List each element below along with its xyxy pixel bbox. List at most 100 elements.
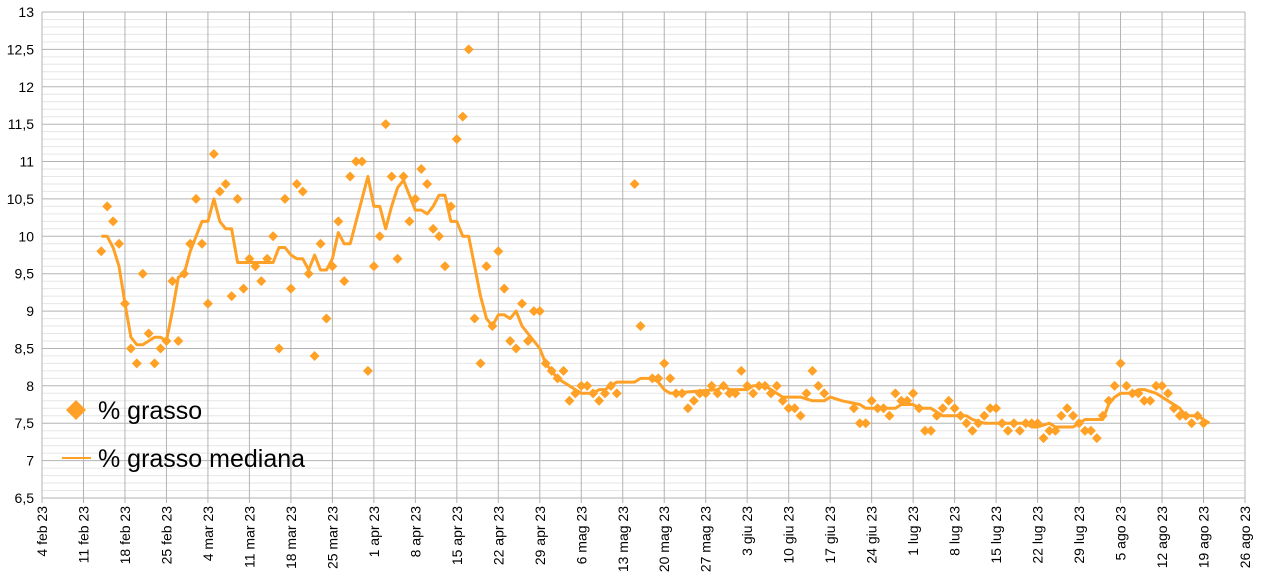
data-point-diamond	[665, 373, 676, 384]
data-point-diamond	[599, 388, 610, 399]
data-point-diamond	[647, 373, 658, 384]
x-tick-label: 8 lug 23	[947, 506, 963, 556]
data-point-diamond	[973, 418, 984, 429]
data-point-diamond	[937, 403, 948, 414]
legend: % grasso % grasso mediana	[62, 397, 305, 473]
data-point-diamond	[493, 246, 504, 257]
y-tick-label: 11	[19, 154, 34, 170]
data-point-diamond	[434, 231, 445, 242]
x-tick-label: 24 giu 23	[864, 506, 880, 564]
data-point-diamond	[777, 395, 788, 406]
data-point-diamond	[985, 403, 996, 414]
data-point-diamond	[274, 343, 285, 354]
data-point-diamond	[653, 373, 664, 384]
data-point-diamond	[357, 156, 368, 167]
x-tick-label: 19 ago 23	[1196, 506, 1212, 568]
data-point-diamond	[398, 171, 409, 182]
data-point-diamond	[576, 380, 587, 391]
data-point-diamond	[979, 410, 990, 421]
data-point-diamond	[315, 238, 326, 249]
data-point-diamond	[552, 373, 563, 384]
data-point-diamond	[1162, 388, 1173, 399]
data-point-diamond	[1026, 418, 1037, 429]
data-point-diamond	[131, 358, 142, 369]
data-point-diamond	[102, 201, 113, 212]
data-point-diamond	[208, 149, 219, 160]
x-tick-label: 1 lug 23	[905, 506, 921, 556]
data-point-diamond	[534, 306, 545, 317]
data-point-diamond	[546, 365, 557, 376]
data-point-diamond	[759, 380, 770, 391]
data-point-diamond	[143, 328, 154, 339]
data-point-diamond	[961, 418, 972, 429]
x-tick-label: 26 ago 23	[1237, 506, 1253, 568]
data-point-diamond	[114, 238, 125, 249]
x-tick-label: 29 apr 23	[532, 506, 548, 565]
data-point-diamond	[949, 403, 960, 414]
data-point-diamond	[801, 388, 812, 399]
data-point-diamond	[890, 388, 901, 399]
legend-diamond-icon	[66, 400, 86, 420]
x-tick-label: 18 feb 23	[117, 506, 133, 565]
y-tick-label: 12	[18, 79, 34, 95]
x-tick-label: 27 mag 23	[698, 506, 714, 572]
data-point-diamond	[1121, 380, 1132, 391]
grid	[41, 11, 1246, 503]
x-tick-label: 22 apr 23	[490, 506, 506, 565]
data-point-diamond	[730, 388, 741, 399]
data-point-diamond	[173, 335, 184, 346]
x-tick-label: 11 mar 23	[241, 506, 257, 568]
data-point-diamond	[250, 261, 261, 272]
data-point-diamond	[1174, 410, 1185, 421]
data-point-diamond	[765, 388, 776, 399]
data-point-diamond	[214, 186, 225, 197]
data-point-diamond	[1091, 433, 1102, 444]
data-point-diamond	[955, 410, 966, 421]
data-point-diamond	[848, 403, 859, 414]
y-tick-label: 11,5	[8, 116, 34, 132]
data-point-diamond	[297, 186, 308, 197]
data-point-diamond	[505, 335, 516, 346]
data-point-diamond	[428, 223, 439, 234]
x-tick-label: 13 mag 23	[615, 506, 631, 572]
y-tick-label: 7	[26, 453, 34, 469]
data-point-diamond	[1085, 425, 1096, 436]
data-point-diamond	[754, 380, 765, 391]
data-point-diamond	[1198, 418, 1209, 429]
y-tick-label: 9,5	[15, 266, 35, 282]
data-point-diamond	[718, 380, 729, 391]
data-point-diamond	[197, 238, 208, 249]
data-point-diamond	[416, 164, 427, 175]
x-tick-label: 18 mar 23	[283, 506, 299, 569]
data-point-diamond	[872, 403, 883, 414]
data-point-diamond	[1038, 433, 1049, 444]
data-point-diamond	[155, 343, 166, 354]
data-point-diamond	[511, 343, 522, 354]
y-tick-label: 8	[26, 378, 34, 394]
data-point-diamond	[499, 283, 510, 294]
y-tick-label: 7,5	[15, 415, 35, 431]
data-point-diamond	[268, 231, 279, 242]
data-point-diamond	[1056, 410, 1067, 421]
data-point-diamond	[392, 253, 403, 264]
x-tick-label: 17 giu 23	[822, 506, 838, 564]
data-point-diamond	[742, 380, 753, 391]
data-point-diamond	[422, 178, 433, 189]
data-point-diamond	[309, 350, 320, 361]
data-point-diamond	[997, 418, 1008, 429]
data-point-diamond	[517, 298, 528, 309]
data-point-diamond	[1127, 388, 1138, 399]
data-point-diamond	[771, 380, 782, 391]
x-tick-label: 12 ago 23	[1154, 506, 1170, 568]
data-point-diamond	[481, 261, 492, 272]
x-tick-label: 20 mag 23	[656, 506, 672, 572]
data-point-diamond	[635, 321, 646, 332]
data-point-diamond	[878, 403, 889, 414]
x-tick-label: 11 feb 23	[75, 506, 91, 564]
data-point-diamond	[303, 268, 314, 279]
x-tick-label: 4 feb 23	[34, 506, 50, 557]
data-point-diamond	[659, 358, 670, 369]
data-point-diamond	[191, 193, 202, 204]
y-tick-label: 13	[18, 4, 34, 20]
